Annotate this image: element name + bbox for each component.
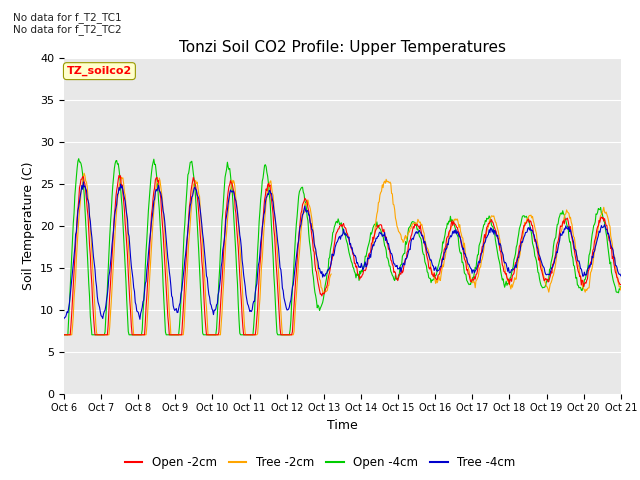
Text: No data for f_T2_TC1: No data for f_T2_TC1	[13, 12, 122, 23]
Text: No data for f_T2_TC2: No data for f_T2_TC2	[13, 24, 122, 35]
X-axis label: Time: Time	[327, 419, 358, 432]
Y-axis label: Soil Temperature (C): Soil Temperature (C)	[22, 161, 35, 290]
Text: TZ_soilco2: TZ_soilco2	[67, 66, 132, 76]
Title: Tonzi Soil CO2 Profile: Upper Temperatures: Tonzi Soil CO2 Profile: Upper Temperatur…	[179, 40, 506, 55]
Legend: Open -2cm, Tree -2cm, Open -4cm, Tree -4cm: Open -2cm, Tree -2cm, Open -4cm, Tree -4…	[120, 452, 520, 474]
